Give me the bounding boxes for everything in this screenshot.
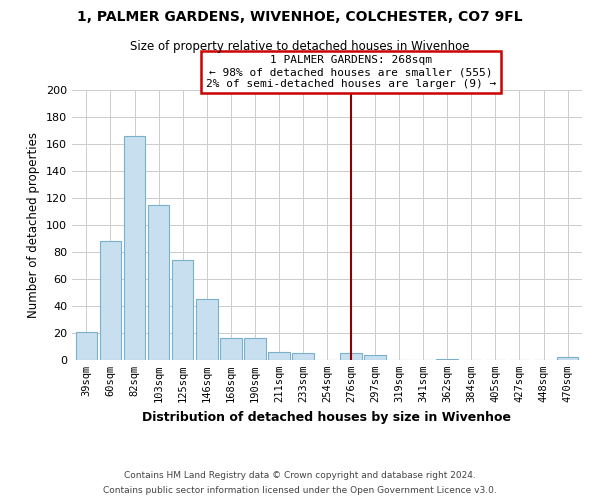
- Bar: [436, 358, 458, 360]
- Bar: [100, 241, 121, 360]
- Text: Size of property relative to detached houses in Wivenhoe: Size of property relative to detached ho…: [130, 40, 470, 53]
- Bar: [220, 338, 242, 360]
- Bar: [172, 260, 193, 360]
- Bar: [557, 358, 578, 360]
- Bar: [340, 353, 362, 360]
- Text: Contains public sector information licensed under the Open Government Licence v3: Contains public sector information licen…: [103, 486, 497, 495]
- Bar: [196, 299, 218, 360]
- Bar: [292, 353, 314, 360]
- Bar: [268, 352, 290, 360]
- Bar: [148, 205, 169, 360]
- Y-axis label: Number of detached properties: Number of detached properties: [28, 132, 40, 318]
- Text: Contains HM Land Registry data © Crown copyright and database right 2024.: Contains HM Land Registry data © Crown c…: [124, 471, 476, 480]
- Bar: [76, 332, 97, 360]
- X-axis label: Distribution of detached houses by size in Wivenhoe: Distribution of detached houses by size …: [143, 410, 511, 424]
- Text: 1, PALMER GARDENS, WIVENHOE, COLCHESTER, CO7 9FL: 1, PALMER GARDENS, WIVENHOE, COLCHESTER,…: [77, 10, 523, 24]
- Bar: [364, 354, 386, 360]
- Bar: [244, 338, 266, 360]
- Bar: [124, 136, 145, 360]
- Text: 1 PALMER GARDENS: 268sqm
← 98% of detached houses are smaller (555)
2% of semi-d: 1 PALMER GARDENS: 268sqm ← 98% of detach…: [206, 56, 496, 88]
